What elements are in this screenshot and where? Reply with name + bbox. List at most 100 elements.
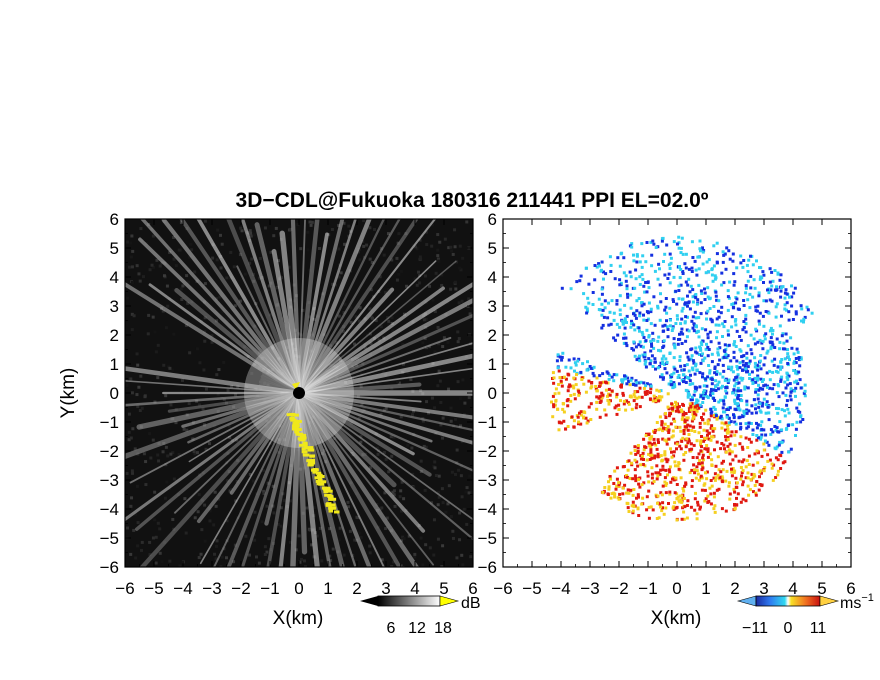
velocity-pixel <box>749 348 753 352</box>
velocity-pixel <box>691 412 695 416</box>
velocity-pixel <box>572 357 576 361</box>
velocity-pixel <box>772 363 776 367</box>
velocity-pixel <box>755 438 759 442</box>
velocity-pixel <box>642 381 646 385</box>
velocity-pixel <box>747 463 751 466</box>
velocity-pixel <box>755 421 758 425</box>
velocity-pixel <box>582 410 586 414</box>
velocity-pixel <box>678 276 682 280</box>
noise-speck <box>130 265 134 269</box>
noise-speck <box>218 295 222 299</box>
velocity-pixel <box>736 291 740 295</box>
velocity-pixel <box>636 444 640 447</box>
velocity-pixel <box>721 335 724 338</box>
noise-speck <box>392 435 396 439</box>
velocity-pixel <box>729 434 733 438</box>
velocity-pixel <box>762 281 765 284</box>
velocity-pixel <box>729 368 733 372</box>
velocity-pixel <box>783 357 787 361</box>
velocity-pixel <box>699 449 703 453</box>
velocity-pixel <box>768 378 772 382</box>
noise-speck <box>213 490 217 494</box>
velocity-pixel <box>680 439 684 443</box>
velocity-pixel <box>645 495 649 499</box>
velocity-pixel <box>600 391 604 395</box>
x-tick-label: −3 <box>580 579 599 598</box>
velocity-pixel <box>612 336 616 340</box>
velocity-pixel <box>627 459 631 463</box>
velocity-pixel <box>756 368 760 372</box>
velocity-pixel <box>789 336 793 340</box>
velocity-pixel <box>663 438 667 442</box>
noise-speck <box>226 388 230 392</box>
velocity-pixel <box>714 389 718 392</box>
velocity-pixel <box>649 349 653 353</box>
velocity-pixel <box>761 401 765 405</box>
velocity-pixel <box>630 461 634 465</box>
velocity-pixel <box>802 317 806 321</box>
velocity-pixel <box>769 341 773 345</box>
clutter-pixel <box>302 443 308 447</box>
velocity-pixel <box>659 454 663 458</box>
velocity-pixel <box>740 474 743 478</box>
noise-speck <box>413 277 417 281</box>
velocity-pixel <box>671 386 675 390</box>
noise-speck <box>459 268 463 272</box>
noise-speck <box>189 242 193 246</box>
velocity-pixel <box>745 426 749 430</box>
clutter-pixel <box>297 437 306 441</box>
velocity-pixel <box>709 438 713 442</box>
noise-speck <box>417 270 421 274</box>
velocity-pixel <box>629 293 633 297</box>
velocity-pixel <box>641 345 645 349</box>
velocity-pixel <box>799 420 803 424</box>
velocity-pixel <box>732 413 735 417</box>
velocity-pixel <box>761 387 765 391</box>
noise-speck <box>164 326 168 330</box>
velocity-pixel <box>707 348 711 351</box>
velocity-pixel <box>685 416 689 420</box>
velocity-pixel <box>618 308 622 312</box>
noise-speck <box>430 396 434 400</box>
velocity-pixel <box>763 334 766 338</box>
noise-speck <box>378 275 382 279</box>
noise-speck <box>436 503 440 507</box>
velocity-pixel <box>679 268 683 271</box>
velocity-pixel <box>733 407 737 411</box>
velocity-pixel <box>575 414 579 418</box>
velocity-pixel <box>558 421 562 425</box>
velocity-pixel <box>577 393 581 397</box>
noise-speck <box>419 536 423 540</box>
noise-speck <box>156 453 160 457</box>
velocity-pixel <box>658 398 662 402</box>
noise-speck <box>430 501 434 505</box>
noise-speck <box>269 250 273 254</box>
velocity-pixel <box>676 317 679 321</box>
velocity-pixel <box>736 396 740 400</box>
velocity-pixel <box>788 394 792 398</box>
velocity-pixel <box>719 470 723 474</box>
noise-speck <box>384 527 388 531</box>
velocity-pixel <box>713 399 717 402</box>
velocity-pixel <box>646 474 650 478</box>
clutter-pixel <box>323 490 329 494</box>
noise-speck <box>461 378 465 382</box>
velocity-pixel <box>651 331 655 335</box>
noise-speck <box>140 548 144 552</box>
velocity-pixel <box>723 252 727 256</box>
noise-speck <box>395 256 399 260</box>
reflectivity-ray <box>297 219 437 395</box>
velocity-pixel <box>741 368 744 372</box>
noise-speck <box>180 297 184 301</box>
velocity-pixel <box>700 476 704 480</box>
reflectivity-ray <box>297 391 473 432</box>
velocity-pixel <box>777 395 781 399</box>
velocity-pixel <box>623 377 627 381</box>
velocity-pixel <box>593 278 597 282</box>
velocity-pixel <box>723 343 727 347</box>
noise-speck <box>153 518 157 522</box>
velocity-pixel <box>701 456 705 460</box>
noise-speck <box>469 555 473 559</box>
velocity-pixel <box>669 256 673 260</box>
